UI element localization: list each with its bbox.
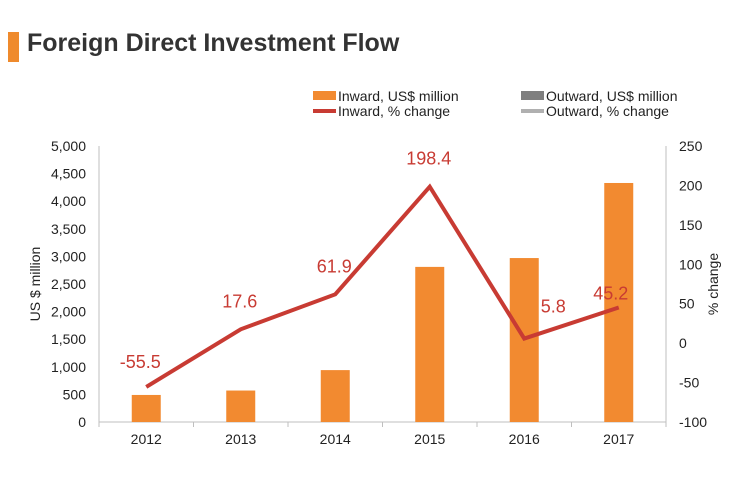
data-label: 17.6 [222,291,257,311]
y-tick-label: 3,500 [51,221,86,237]
y-tick-label: 500 [63,386,87,402]
legend-label: Inward, % change [338,103,450,119]
x-tick-label: 2013 [225,431,256,447]
legend-swatch [313,91,336,100]
bar-inward-2014 [320,370,350,422]
bar-inward-2013 [226,390,256,422]
y-tick-label: 0 [78,414,86,430]
x-tick-label: 2014 [320,431,351,447]
legend-label: Inward, US$ million [338,88,459,104]
bar-inward-2012 [131,394,161,422]
y-right-axis-title: % change [705,253,721,315]
x-tick-label: 2016 [509,431,540,447]
y-right-tick-label: 150 [679,217,703,233]
data-labels: -55.5 17.6 61.9 198.4 5.8 45.2 [120,149,629,372]
bar-inward-2015 [415,266,445,422]
data-label: 61.9 [317,256,352,276]
y-right-tick-label: 200 [679,177,703,193]
y-right-tick-label: 100 [679,256,703,272]
bar-inward-2017 [604,182,634,422]
y-tick-label: 4,000 [51,193,86,209]
chart-axes: 05001,0001,5002,0002,5003,0003,5004,0004… [27,138,721,447]
y-right-tick-label: -50 [679,375,699,391]
legend-label: Outward, US$ million [546,88,678,104]
x-tick-label: 2012 [131,431,162,447]
data-label: 5.8 [541,297,566,317]
y-right-tick-label: 250 [679,138,703,154]
chart-legend: Inward, US$ million Outward, US$ million I… [313,88,678,119]
x-tick-label: 2015 [414,431,445,447]
x-tick-label: 2017 [603,431,634,447]
legend-swatch [521,91,544,100]
page-title: Foreign Direct Investment Flow [27,29,400,57]
y-tick-label: 1,000 [51,359,86,375]
y-tick-label: 2,500 [51,276,86,292]
data-label: 198.4 [406,149,451,169]
y-tick-label: 2,000 [51,304,86,320]
y-right-tick-label: 50 [679,296,695,312]
line-series [145,183,620,389]
line-inward-pct-change [145,183,620,389]
title-accent-bar [8,32,19,62]
legend-label: Outward, % change [546,103,669,119]
y-right-tick-label: 0 [679,335,687,351]
y-tick-label: 1,500 [51,331,86,347]
y-right-tick-label: -100 [679,414,707,430]
y-tick-label: 5,000 [51,138,86,154]
y-axis-title: US $ million [27,247,43,322]
data-label: -55.5 [120,352,161,372]
y-tick-label: 3,000 [51,248,86,264]
y-tick-label: 4,500 [51,166,86,182]
data-label: 45.2 [593,283,628,303]
